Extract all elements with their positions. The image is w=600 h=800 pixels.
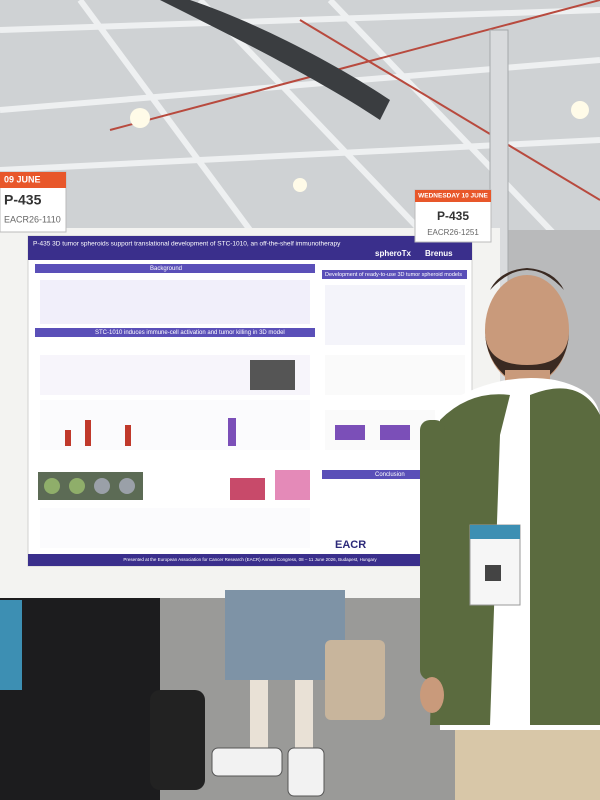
person-leg (250, 680, 268, 750)
right-sign-band (415, 190, 491, 202)
section-bar (322, 270, 467, 279)
poster-footer-bar (28, 554, 472, 566)
ceiling-light (571, 101, 589, 119)
section-title: Background (150, 266, 182, 272)
person-dark (0, 598, 160, 800)
poster-figures (38, 280, 465, 548)
section-bar (322, 470, 467, 479)
sign-code: P-435 (437, 209, 469, 223)
logo: spheroTx (375, 249, 412, 258)
section-bar (35, 264, 315, 273)
shoe (211, 747, 283, 777)
poster-title: P-435 3D tumor spheroids support transla… (33, 241, 341, 248)
section-title: Conclusion (375, 472, 405, 478)
section-title: Development of ready-to-use 3D tumor sph… (325, 272, 462, 278)
ceiling (0, 0, 600, 240)
ceiling-light (130, 108, 150, 128)
duct (160, 0, 390, 120)
sign-date: 09 JUNE (4, 174, 41, 184)
section-bar (35, 328, 315, 337)
sign-id: EACR26-1251 (427, 228, 479, 237)
poster-footer: Presented at the European Association fo… (123, 557, 377, 562)
shoe (287, 747, 325, 797)
handbag (325, 640, 385, 720)
ceiling-pipes (109, 0, 600, 201)
logo: Brenus (425, 249, 453, 258)
scarf (0, 600, 22, 690)
sign-code: P-435 (4, 192, 42, 208)
sponsor-logo: EACR (335, 539, 366, 551)
poster-title-bar (28, 236, 472, 260)
person-leg (295, 680, 313, 750)
section-title: STC-1010 induces immune-cell activation … (95, 330, 285, 336)
bag (150, 690, 205, 790)
sign-date: WEDNESDAY 10 JUNE (418, 193, 488, 200)
ceiling-light (293, 178, 307, 192)
left-sign-band (0, 172, 66, 188)
sign-id: EACR26-1110 (4, 214, 61, 224)
presenter (420, 268, 600, 800)
